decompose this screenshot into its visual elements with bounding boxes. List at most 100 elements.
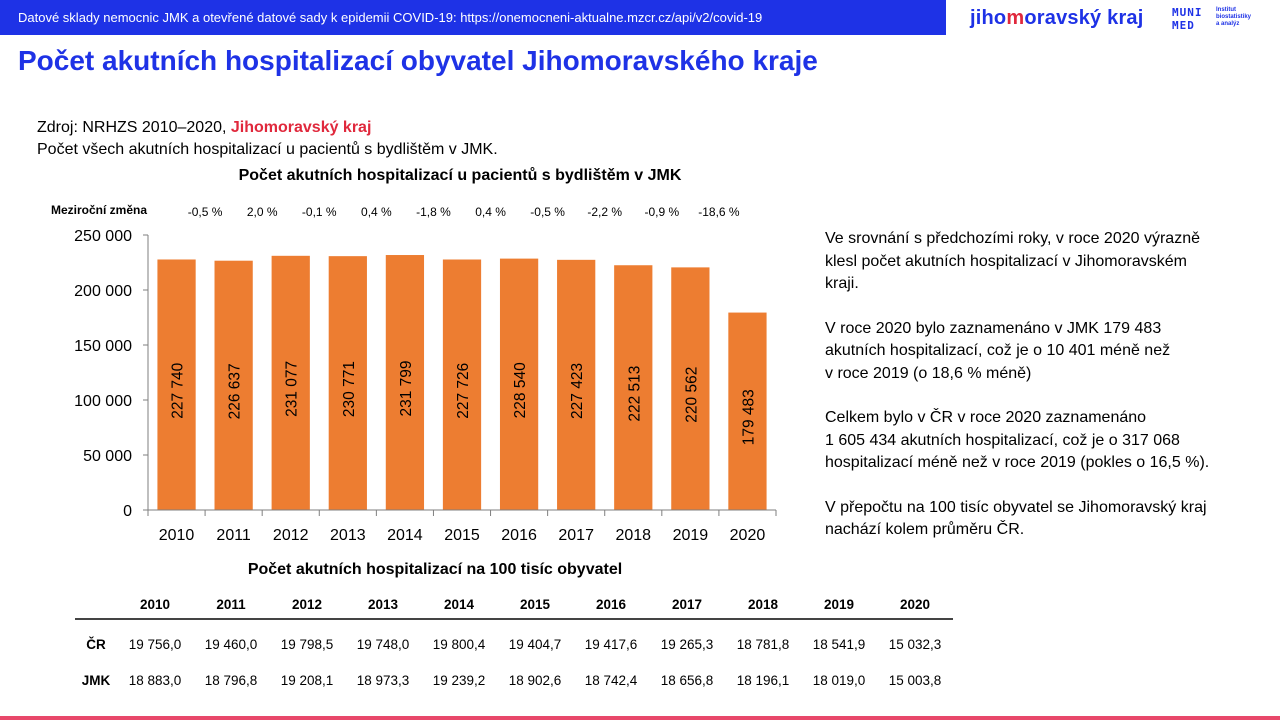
- year-header: 2020: [877, 590, 953, 620]
- x-tick-label: 2017: [558, 527, 594, 544]
- logo-jmk-part-1: jiho: [970, 7, 1007, 29]
- x-tick-label: 2014: [387, 527, 423, 544]
- source-banner: Datové sklady nemocnic JMK a otevřené da…: [0, 0, 946, 35]
- table-corner: [75, 590, 117, 620]
- bar-value-label: 230 771: [341, 361, 358, 417]
- yoy-change-label: 2,0 %: [247, 205, 278, 219]
- yoy-change-label: -18,6 %: [698, 205, 740, 219]
- year-header: 2019: [801, 590, 877, 620]
- bar: [614, 265, 653, 510]
- table-cell: 19 460,0: [204, 636, 258, 652]
- yoy-change-label: -1,8 %: [416, 205, 451, 219]
- banner-text: Datové sklady nemocnic JMK a otevřené da…: [18, 10, 763, 25]
- source-line-2: Počet všech akutních hospitalizací u pac…: [37, 141, 498, 158]
- note-1: Ve srovnání s předchozími roky, v roce 2…: [825, 230, 1200, 292]
- bar-value-label: 227 740: [170, 362, 187, 418]
- year-header: 2016: [573, 590, 649, 620]
- bar: [328, 256, 367, 510]
- table-cell: 19 798,5: [280, 636, 334, 652]
- source-highlight: Jihomoravský kraj: [230, 119, 372, 136]
- yoy-label: Meziroční změna: [51, 203, 148, 217]
- table-cell: 18 973,3: [356, 672, 410, 688]
- table-cell: 19 748,0: [356, 636, 410, 652]
- note-4: V přepočtu na 100 tisíc obyvatel se Jiho…: [825, 498, 1207, 539]
- table-cell: 18 196,1: [736, 672, 790, 688]
- yoy-change-label: -2,2 %: [587, 205, 622, 219]
- year-header: 2015: [497, 590, 573, 620]
- y-tick-label: 100 000: [74, 393, 132, 410]
- bar: [271, 255, 310, 510]
- jmk-logo: jihomoravský kraj: [970, 7, 1144, 30]
- yoy-change-label: -0,1 %: [302, 205, 337, 219]
- logo-muni-line-1: MUNI: [1172, 6, 1203, 19]
- x-tick-label: 2020: [730, 527, 766, 544]
- bars: 227 740 226 637 231 077 230 771 231 799 227 7…: [157, 255, 767, 510]
- x-tick-label: 2013: [330, 527, 366, 544]
- table-cell: 19 208,1: [280, 672, 334, 688]
- bar: [442, 259, 482, 510]
- year-header: 2013: [345, 590, 421, 620]
- bar: [214, 260, 253, 510]
- bar-value-label: 231 799: [398, 360, 415, 416]
- table-cell: 18 883,0: [128, 672, 182, 688]
- chart-title: Počet akutních hospitalizací u pacientů …: [238, 167, 682, 184]
- year-header: 2017: [649, 590, 725, 620]
- table-cell: 18 902,6: [508, 672, 562, 688]
- bar: [499, 258, 539, 510]
- source-block: Zdroj: NRHZS 2010–2020, Jihomoravský kra…: [37, 117, 498, 161]
- y-axis: 0 50 000 100 000 150 000 200 000 250 000: [74, 228, 149, 520]
- year-header: 2018: [725, 590, 801, 620]
- bar-value-label: 220 562: [683, 367, 700, 423]
- table-row-cr: ČR 19 756,0 19 460,0 19 798,5 19 748,0 1…: [75, 619, 953, 662]
- note-3: Celkem bylo v ČR v roce 2020 zaznamenáno…: [825, 409, 1210, 471]
- table-cell: 18 781,8: [736, 636, 790, 652]
- y-tick-label: 50 000: [83, 448, 132, 465]
- bar-value-label: 227 423: [569, 363, 586, 419]
- muni-med-logo: MUNI MED: [1172, 6, 1202, 32]
- year-header: 2011: [193, 590, 269, 620]
- logo-jmk-part-2: m: [1006, 7, 1025, 29]
- bar-chart: 0 50 000 100 000 150 000 200 000 250 000 227 …: [74, 205, 777, 544]
- y-tick-label: 200 000: [74, 283, 132, 300]
- note-2: V roce 2020 bylo zaznamenáno v JMK 179 4…: [825, 319, 1171, 382]
- year-header: 2012: [269, 590, 345, 620]
- yoy-change-label: 0,4 %: [475, 205, 506, 219]
- x-tick-label: 2019: [673, 527, 709, 544]
- table-cell: 19 265,3: [660, 636, 714, 652]
- bottom-accent-line: [0, 716, 1280, 720]
- bar: [557, 259, 596, 510]
- bar-value-label: 222 513: [626, 366, 643, 422]
- yoy-change-label: -0,5 %: [530, 205, 565, 219]
- table-cell: 18 796,8: [204, 672, 258, 688]
- x-tick-label: 2010: [159, 527, 195, 544]
- table-cell: 18 742,4: [584, 672, 638, 688]
- y-tick-label: 0: [123, 503, 132, 520]
- table-cell: 19 404,7: [508, 636, 562, 652]
- bar-value-label: 226 637: [227, 363, 244, 419]
- bar: [728, 312, 767, 510]
- logo-inst-line-1: Institut: [1216, 7, 1236, 13]
- bar-value-label: 179 483: [740, 389, 757, 445]
- table-cell: 19 800,4: [432, 636, 486, 652]
- notes-panel: Ve srovnání s předchozími roky, v roce 2…: [825, 228, 1245, 564]
- table-cell: 15 032,3: [888, 636, 942, 652]
- yoy-change-label: -0,5 %: [188, 205, 223, 219]
- page-title: Počet akutních hospitalizací obyvatel Ji…: [18, 45, 818, 76]
- logo-jmk-part-3: oravský kraj: [1024, 7, 1144, 29]
- bar-value-label: 228 540: [512, 362, 529, 418]
- table-row-jmk: JMK 18 883,0 18 796,8 19 208,1 18 973,3 …: [75, 662, 953, 698]
- yoy-change-label: 0,4 %: [361, 205, 392, 219]
- row-label: ČR: [86, 636, 106, 652]
- logo-inst-line-3: a analýz: [1216, 21, 1240, 27]
- yoy-change-label: -0,9 %: [644, 205, 679, 219]
- table-cell: 19 756,0: [128, 636, 182, 652]
- x-tick-label: 2016: [501, 527, 537, 544]
- x-tick-label: 2018: [615, 527, 651, 544]
- bar-value-label: 231 077: [284, 361, 301, 417]
- table-cell: 19 239,2: [432, 672, 486, 688]
- bar: [157, 259, 196, 510]
- source-prefix: Zdroj: NRHZS 2010–2020,: [37, 119, 231, 136]
- yoy-row: -0,5 % 2,0 % -0,1 % 0,4 % -1,8 % 0,4 % -0,5 % -…: [188, 205, 740, 219]
- x-axis: 2010 2011 2012 2013 2014 2015 2016 2017 2018 2019…: [147, 509, 777, 544]
- x-tick-label: 2012: [273, 527, 309, 544]
